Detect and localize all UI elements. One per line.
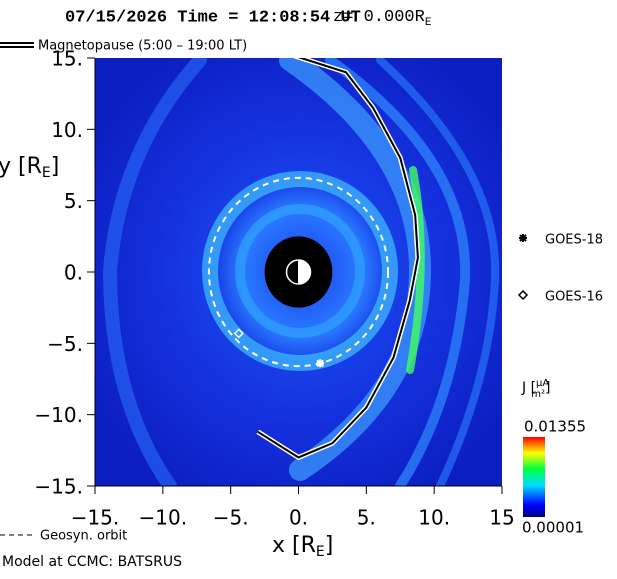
legend-label: Geosyn. orbit xyxy=(40,529,127,544)
y-tick-label: 0. xyxy=(64,261,83,285)
x-tick-label: −10. xyxy=(139,506,188,530)
y-tick-label: −15. xyxy=(34,475,83,499)
plot-area xyxy=(95,58,502,486)
x-label-part: E xyxy=(316,544,325,560)
x-label-part: ] xyxy=(325,533,334,558)
satellite-marker xyxy=(517,289,529,301)
colorbar-max: 0.01355 xyxy=(524,418,586,436)
x-label-part: x [R xyxy=(272,533,316,558)
colorbar xyxy=(523,437,545,517)
colorbar-label-part: J [ xyxy=(521,380,536,396)
chart-title: 07/15/2026 Time = 12:08:54 UT xyxy=(65,8,361,27)
x-tick-label: 15 xyxy=(489,506,514,530)
y-tick-label: −5. xyxy=(47,332,83,356)
x-tick-label: 10. xyxy=(418,506,450,530)
legend-label: GOES-16 xyxy=(545,290,603,305)
y-tick-label: 15. xyxy=(51,47,83,71)
z-label-main: z= 0.000R xyxy=(333,8,425,27)
magnetopause xyxy=(257,58,419,459)
x-axis-label: x [RE] xyxy=(272,533,333,560)
colorbar-min: 0.00001 xyxy=(522,519,584,537)
satellite-marker xyxy=(519,234,527,242)
x-tick-label: 5. xyxy=(357,506,376,530)
colorbar-label-part: μA xyxy=(536,378,549,389)
y-label-part: E xyxy=(42,165,51,181)
y-tick-label: 5. xyxy=(64,189,83,213)
field-bands xyxy=(102,58,500,486)
z-label: z= 0.000RE xyxy=(333,8,432,28)
z-label-sub: E xyxy=(425,17,432,29)
y-axis-label: y [RE] xyxy=(0,154,59,181)
y-label-part: ] xyxy=(51,154,60,179)
y-label-part: y [R xyxy=(0,154,42,179)
footer: Model at CCMC: BATSRUS xyxy=(2,554,182,570)
geosync-orbit xyxy=(207,176,390,368)
x-tick-label: 0. xyxy=(289,506,308,530)
x-tick-label: −5. xyxy=(213,506,249,530)
colorbar-label: J [μA m²] xyxy=(521,378,550,400)
colorbar-label-part: ] xyxy=(545,380,550,396)
y-tick-label: −10. xyxy=(34,403,83,427)
earth-outline xyxy=(285,259,312,285)
colorbar-label-part: m² xyxy=(531,389,545,400)
legend-label: Magnetopause (5:00 – 19:00 LT) xyxy=(38,39,247,54)
satellite-marker xyxy=(233,328,244,339)
y-tick-label: 10. xyxy=(51,118,83,142)
satellite-marker xyxy=(316,359,325,368)
legend-label: GOES-18 xyxy=(545,233,603,248)
x-tick-label: −15. xyxy=(71,506,120,530)
